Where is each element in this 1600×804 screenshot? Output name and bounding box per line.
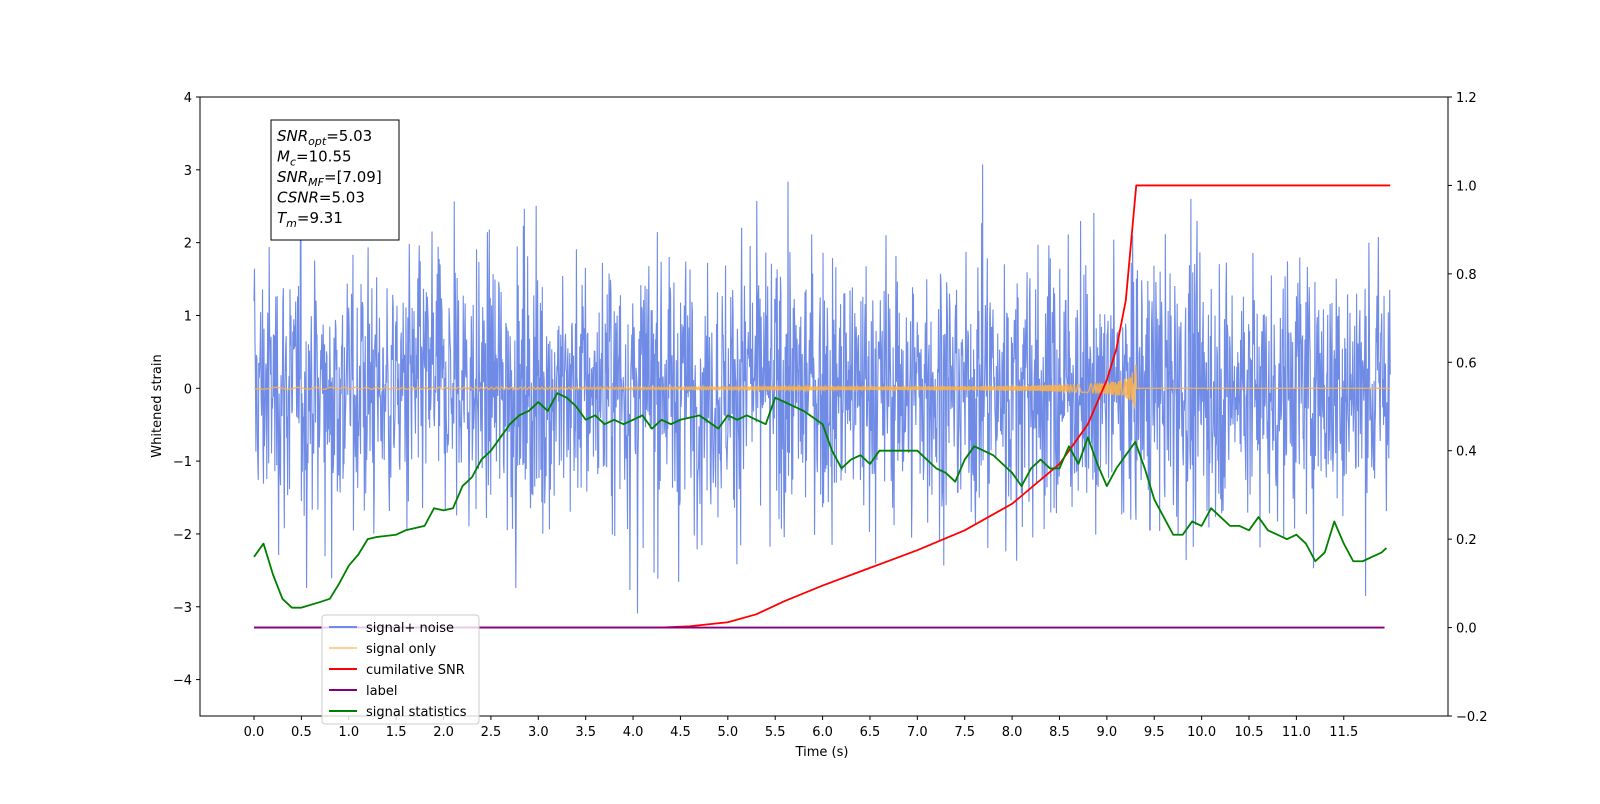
- x-tick-label: 7.0: [907, 725, 928, 740]
- x-tick-label: 2.5: [481, 725, 502, 740]
- legend: signal+ noise signal only cumilative SNR la…: [321, 614, 480, 725]
- x-tick-label: 8.5: [1049, 725, 1070, 740]
- y-tick-label-right: 0.8: [1456, 268, 1477, 283]
- series-line-signal-only: [253, 364, 1391, 409]
- x-tick-label: 6.5: [860, 725, 881, 740]
- y-tick-label-right: 0.6: [1456, 356, 1477, 371]
- x-tick-label: 3.5: [575, 725, 596, 740]
- x-tick-label: 9.0: [1097, 725, 1118, 740]
- x-tick-label: 11.0: [1282, 725, 1311, 740]
- x-tick-label: 0.0: [244, 725, 265, 740]
- y-tick-label-left: −3: [173, 601, 192, 616]
- x-tick-label: 1.0: [338, 725, 359, 740]
- y-tick-label-left: −2: [173, 528, 192, 543]
- x-tick-label: 5.5: [765, 725, 786, 740]
- y-tick-label-right: −0.2: [1456, 710, 1488, 725]
- annotation-line: Tm=9.31: [277, 209, 343, 230]
- series-line-signal-statistics: [253, 392, 1388, 609]
- x-axis: 0.0 0.5 1.0 1.5 2.0 2.5 3.0 3.5 4.0 4.5 5.0 5.5 6.0 6…: [244, 716, 1358, 740]
- y-tick-label-left: 0: [184, 382, 192, 397]
- x-tick-label: 10.0: [1187, 725, 1216, 740]
- y-tick-label-left: 3: [184, 164, 192, 179]
- y-axis-right: 1.2 1.0 0.8 0.6 0.4 0.2 0.0 −0.2: [1448, 91, 1488, 725]
- y-axis-label: Whitened strain: [150, 354, 165, 457]
- legend-label: signal statistics: [366, 705, 467, 720]
- series-line-cumilative-snr: [254, 184, 1391, 629]
- y-tick-label-left: 4: [184, 91, 192, 106]
- x-tick-label: 2.0: [433, 725, 454, 740]
- y-tick-label-right: 1.2: [1456, 91, 1477, 106]
- annotation-line: CSNR=5.03: [277, 189, 365, 207]
- y-tick-label-right: 0.0: [1456, 622, 1477, 637]
- y-tick-label-right: 0.2: [1456, 533, 1477, 548]
- x-tick-label: 5.0: [717, 725, 738, 740]
- series-line-signal-noise: [253, 164, 1391, 614]
- y-tick-label-left: 2: [184, 237, 192, 252]
- y-tick-label-left: 1: [184, 309, 192, 324]
- x-tick-label: 1.5: [386, 725, 407, 740]
- legend-label: cumilative SNR: [366, 663, 465, 678]
- annotation-box: SNRopt=5.03Mc=10.55SNRMF=[7.09]CSNR=5.03…: [270, 119, 400, 241]
- x-tick-label: 0.5: [291, 725, 312, 740]
- annotation-line: Mc=10.55: [277, 148, 352, 169]
- x-tick-label: 9.5: [1144, 725, 1165, 740]
- x-tick-label: 4.5: [670, 725, 691, 740]
- y-tick-label-left: −1: [173, 455, 192, 470]
- legend-label: signal+ noise: [366, 621, 454, 636]
- y-axis-left: 4 3 2 1 0 −1 −2 −3 −4: [173, 91, 200, 689]
- y-tick-label-right: 1.0: [1456, 179, 1477, 194]
- annotation-line: SNRopt=5.03: [277, 127, 372, 148]
- x-tick-label: 3.0: [528, 725, 549, 740]
- x-tick-label: 7.5: [954, 725, 975, 740]
- legend-label: label: [366, 684, 397, 699]
- plot-frame: [199, 96, 1449, 717]
- x-tick-label: 10.5: [1235, 725, 1264, 740]
- legend-label: signal only: [366, 642, 436, 657]
- x-tick-label: 8.0: [1002, 725, 1023, 740]
- y-tick-label-left: −4: [173, 674, 192, 689]
- x-tick-label: 4.0: [623, 725, 644, 740]
- x-tick-label: 6.0: [812, 725, 833, 740]
- x-axis-label: Time (s): [795, 745, 849, 760]
- annotation-line: SNRMF=[7.09]: [277, 168, 382, 189]
- x-tick-label: 11.5: [1329, 725, 1358, 740]
- y-tick-label-right: 0.4: [1456, 445, 1477, 460]
